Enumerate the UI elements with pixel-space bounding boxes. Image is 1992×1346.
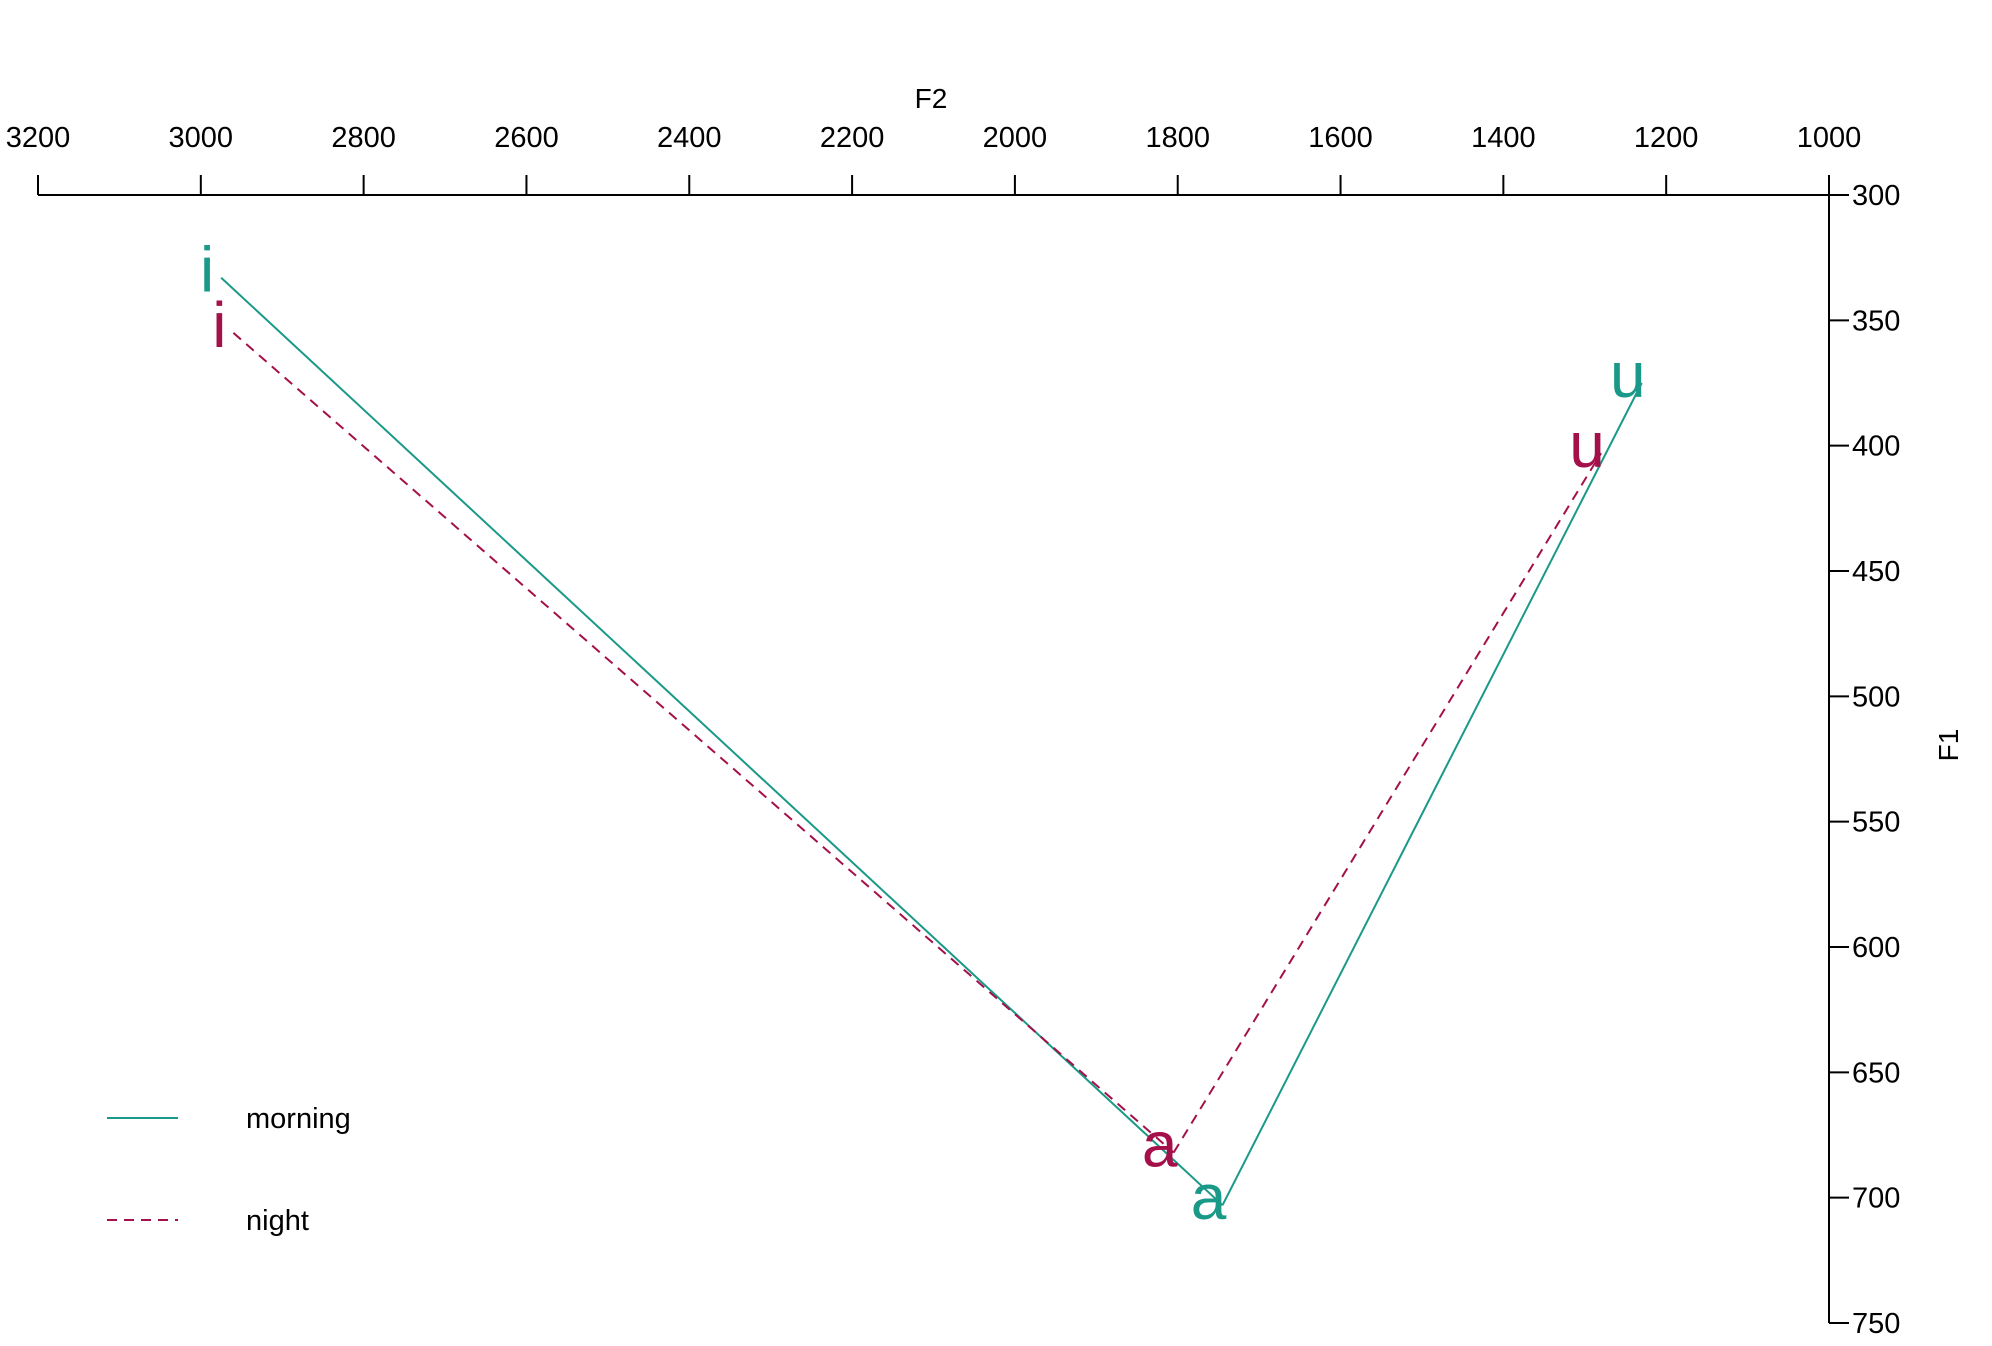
x-axis-label: F2 bbox=[915, 83, 948, 114]
legend-label-morning: morning bbox=[246, 1103, 351, 1135]
x-tick-label: 2000 bbox=[983, 122, 1048, 154]
x-tick-label: 1800 bbox=[1145, 122, 1210, 154]
y-tick-label: 750 bbox=[1852, 1308, 1900, 1340]
y-tick-label: 700 bbox=[1852, 1183, 1900, 1215]
legend: morning night bbox=[107, 1103, 351, 1237]
night-line-segment bbox=[1172, 452, 1602, 1154]
x-ticks: 3200 3000 2800 2600 2400 2200 2000 1800 1600 1400… bbox=[6, 122, 1862, 195]
y-tick-label: 500 bbox=[1852, 681, 1900, 713]
y-tick-label: 550 bbox=[1852, 807, 1900, 839]
morning-line-segment bbox=[1221, 382, 1643, 1206]
y-tick-label: 650 bbox=[1852, 1057, 1900, 1089]
y-axis: 300 350 400 450 500 550 600 650 700 750 F1 bbox=[1828, 180, 1964, 1340]
x-tick-label: 2600 bbox=[494, 122, 559, 154]
morning-vowel-u: u bbox=[1610, 339, 1646, 411]
x-tick-label: 3200 bbox=[6, 122, 71, 154]
y-tick-label: 300 bbox=[1852, 180, 1900, 212]
plot-area: i a u i a u bbox=[200, 234, 1645, 1233]
x-tick-label: 1200 bbox=[1634, 122, 1699, 154]
y-tick-label: 450 bbox=[1852, 556, 1900, 588]
morning-vowel-a: a bbox=[1191, 1161, 1227, 1233]
x-tick-label: 1600 bbox=[1308, 122, 1373, 154]
night-line-segment bbox=[232, 332, 1175, 1154]
x-axis: 3200 3000 2800 2600 2400 2200 2000 1800 1600 1400… bbox=[6, 83, 1862, 196]
x-tick-label: 1400 bbox=[1471, 122, 1536, 154]
x-tick-label: 3000 bbox=[169, 122, 234, 154]
y-axis-label: F1 bbox=[1933, 729, 1964, 762]
x-tick-label: 2800 bbox=[331, 122, 396, 154]
y-ticks: 300 350 400 450 500 550 600 650 700 750 bbox=[1829, 180, 1900, 1340]
x-tick-label: 2200 bbox=[820, 122, 885, 154]
y-tick-label: 400 bbox=[1852, 431, 1900, 463]
y-tick-label: 350 bbox=[1852, 305, 1900, 337]
night-vowel-i: i bbox=[212, 289, 226, 361]
x-tick-label: 1000 bbox=[1797, 122, 1862, 154]
legend-label-night: night bbox=[246, 1205, 309, 1237]
morning-line-segment bbox=[220, 276, 1224, 1206]
y-tick-label: 600 bbox=[1852, 932, 1900, 964]
morning-vowel-i: i bbox=[200, 234, 214, 306]
night-vowel-a: a bbox=[1142, 1109, 1178, 1181]
night-vowel-u: u bbox=[1569, 409, 1605, 481]
x-tick-label: 2400 bbox=[657, 122, 722, 154]
